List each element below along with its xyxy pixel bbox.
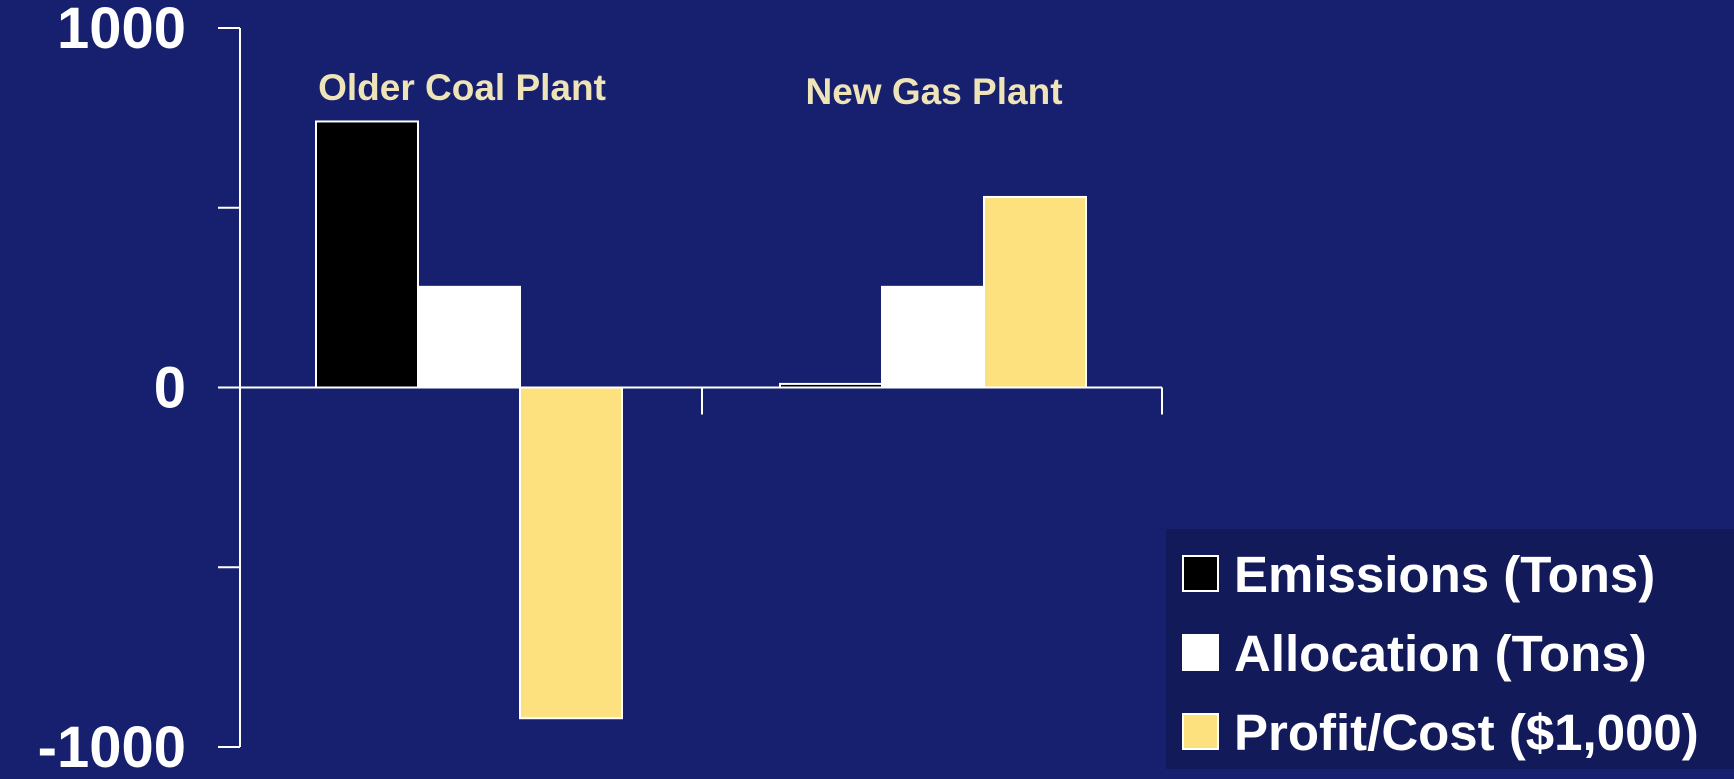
legend-label: Allocation (Tons) xyxy=(1234,625,1647,682)
y-tick-label: -1000 xyxy=(38,715,186,779)
category-label: New Gas Plant xyxy=(805,71,1062,112)
legend: Emissions (Tons) Allocation (Tons) Profit/… xyxy=(1166,529,1734,769)
legend-label: Profit/Cost ($1,000) xyxy=(1234,704,1699,761)
bars xyxy=(315,120,1087,720)
legend-label: Emissions (Tons) xyxy=(1234,546,1655,603)
bar-emissions-new-gas-plant xyxy=(779,382,883,389)
legend-background xyxy=(1166,529,1734,769)
bar-emissions-older-coal-plant xyxy=(315,120,419,389)
legend-swatch xyxy=(1182,555,1219,592)
bar-profit-cost-new-gas-plant xyxy=(983,195,1087,389)
legend-swatch xyxy=(1182,634,1219,671)
y-tick-label: 1000 xyxy=(57,0,186,61)
bar-allocation-new-gas-plant xyxy=(881,285,985,389)
legend-swatch xyxy=(1182,713,1219,750)
x-axis xyxy=(239,386,1163,415)
category-labels: Older Coal Plant New Gas Plant xyxy=(318,67,1062,112)
y-axis: 1000 0 -1000 xyxy=(38,0,241,779)
bar-profit-cost-older-coal-plant xyxy=(519,386,623,720)
category-label: Older Coal Plant xyxy=(318,67,606,108)
y-tick-label: 0 xyxy=(154,356,186,421)
bar-allocation-older-coal-plant xyxy=(417,285,521,389)
